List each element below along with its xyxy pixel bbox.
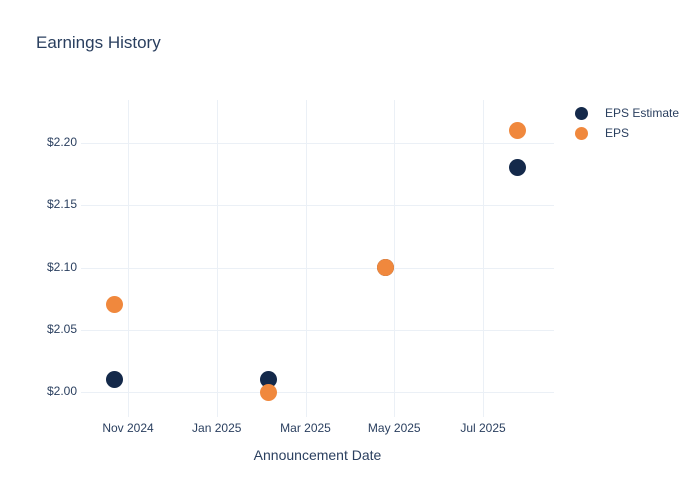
legend-item-eps[interactable]: EPS <box>575 123 679 143</box>
legend-item-label: EPS Estimate <box>605 106 680 120</box>
y-gridline <box>81 143 554 144</box>
data-point-eps[interactable] <box>508 122 526 140</box>
y-gridline <box>81 329 554 331</box>
y-tick-label: $2.15 <box>46 197 77 212</box>
x-tick-label: Jan 2025 <box>192 421 242 435</box>
y-gridline <box>81 392 554 393</box>
y-tick-label: $2.00 <box>46 384 77 398</box>
legend-marker-icon <box>575 126 588 140</box>
y-tick-label: $2.20 <box>46 135 77 149</box>
y-gridline <box>81 205 554 207</box>
data-point-eps[interactable] <box>260 383 278 401</box>
chart-title: Earnings History <box>36 33 161 52</box>
x-tick-label: Jul 2025 <box>460 421 506 435</box>
x-gridline <box>394 100 396 417</box>
x-gridline <box>305 100 307 417</box>
y-tick-label: $2.05 <box>46 321 77 336</box>
y-tick-label: $2.10 <box>46 259 77 274</box>
x-axis-title: Announcement Date <box>253 447 382 463</box>
x-gridline <box>483 100 484 417</box>
x-gridline <box>216 100 218 417</box>
plot-area <box>81 100 554 417</box>
legend-item-label: EPS <box>605 126 630 140</box>
x-tick-label: Mar 2025 <box>280 421 331 435</box>
x-tick-label: Nov 2024 <box>102 421 154 435</box>
x-tick-label: May 2025 <box>367 421 421 435</box>
y-gridline <box>81 267 554 269</box>
legend-marker-icon <box>575 106 588 120</box>
data-point-eps-estimate[interactable] <box>106 371 124 389</box>
data-point-eps[interactable] <box>106 296 124 314</box>
legend-item-eps-estimate[interactable]: EPS Estimate <box>575 103 679 123</box>
legend: EPS Estimate EPS <box>575 103 679 143</box>
data-point-eps-estimate[interactable] <box>508 159 526 177</box>
data-point-eps[interactable] <box>376 259 394 276</box>
x-gridline <box>128 100 129 417</box>
